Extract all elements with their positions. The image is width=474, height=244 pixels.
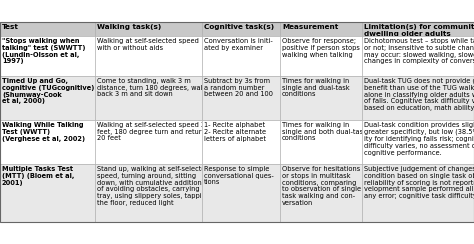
Bar — [2, 122, 93, 162]
Text: Walking While Talking
Test (WWTT)
(Verghese et al, 2002): Walking While Talking Test (WWTT) (Vergh… — [2, 122, 85, 142]
Bar — [204, 166, 278, 220]
Bar — [282, 24, 360, 34]
Bar — [282, 38, 360, 74]
Bar — [204, 122, 278, 162]
Bar — [202, 76, 280, 120]
Bar — [95, 22, 202, 36]
Bar — [362, 76, 474, 120]
Bar — [0, 36, 95, 76]
Bar — [95, 164, 202, 222]
Text: Subtract by 3s from
a random number
between 20 and 100: Subtract by 3s from a random number betw… — [204, 78, 273, 98]
Bar — [2, 166, 93, 220]
Text: Dual-task TUG does not provide greater
benefit than use of the TUG walking task
: Dual-task TUG does not provide greater b… — [364, 78, 474, 111]
Text: Walking task(s): Walking task(s) — [97, 24, 161, 30]
Bar — [97, 38, 200, 74]
Text: Conversation is initi-
ated by examiner: Conversation is initi- ated by examiner — [204, 38, 273, 51]
Text: Timed Up and Go,
cognitive (TUGcognitive)
(Shumway-Cook
et al, 2000): Timed Up and Go, cognitive (TUGcognitive… — [2, 78, 94, 104]
Bar — [97, 122, 200, 162]
Bar — [0, 76, 95, 120]
Bar — [204, 78, 278, 118]
Bar — [95, 76, 202, 120]
Bar — [202, 120, 280, 164]
Text: "Stops walking when
talking" test (SWWTT)
(Lundin-Olsson et al,
1997): "Stops walking when talking" test (SWWTT… — [2, 38, 85, 64]
Bar — [2, 78, 93, 118]
Bar — [364, 78, 472, 118]
Bar — [362, 120, 474, 164]
Bar — [364, 24, 472, 34]
Text: Stand up, walking at self-selected
speed, turning around, sitting
down, with cum: Stand up, walking at self-selected speed… — [97, 166, 210, 206]
Bar — [282, 166, 360, 220]
Bar — [202, 22, 280, 36]
Bar — [0, 22, 474, 222]
Bar — [2, 38, 93, 74]
Text: Measurement: Measurement — [282, 24, 338, 30]
Text: Cognitive task(s): Cognitive task(s) — [204, 24, 274, 30]
Bar — [364, 122, 472, 162]
Bar — [204, 38, 278, 74]
Bar — [364, 166, 472, 220]
Text: Test: Test — [2, 24, 19, 30]
Bar — [280, 164, 362, 222]
Bar — [0, 22, 95, 36]
Bar — [282, 122, 360, 162]
Bar — [0, 120, 95, 164]
Bar — [280, 36, 362, 76]
Bar — [97, 78, 200, 118]
Bar — [362, 22, 474, 36]
Text: Times for walking in
single and both dual-task
conditions: Times for walking in single and both dua… — [282, 122, 367, 142]
Bar — [280, 22, 362, 36]
Text: Response to simple
conversational ques-
tions: Response to simple conversational ques- … — [204, 166, 274, 185]
Bar — [282, 78, 360, 118]
Bar — [95, 120, 202, 164]
Text: Dual-task condition provides slightly
greater specificity, but low (38.5%) sensi: Dual-task condition provides slightly gr… — [364, 122, 474, 155]
Bar — [362, 36, 474, 76]
Text: Observe for response;
positive if person stops
walking when talking: Observe for response; positive if person… — [282, 38, 360, 58]
Bar — [97, 24, 200, 34]
Bar — [362, 164, 474, 222]
Text: Observe for hesitations
or stops in multitask
conditions, comparing
to observati: Observe for hesitations or stops in mult… — [282, 166, 361, 206]
Text: Limitation(s) for community
dwelling older adults: Limitation(s) for community dwelling old… — [364, 24, 474, 37]
Text: Times for walking in
single and dual-task
conditions: Times for walking in single and dual-tas… — [282, 78, 350, 98]
Bar — [364, 38, 472, 74]
Text: Subjective judgement of changes in dual-task
condition based on single task obse: Subjective judgement of changes in dual-… — [364, 166, 474, 199]
Bar — [280, 120, 362, 164]
Text: Dichotomous test – stops while talking
or not; insensitive to subtle changes tha: Dichotomous test – stops while talking o… — [364, 38, 474, 64]
Bar — [202, 164, 280, 222]
Text: Walking at self-selected speed 20
feet, 180 degree turn and return
20 feet: Walking at self-selected speed 20 feet, … — [97, 122, 210, 142]
Bar — [204, 24, 278, 34]
Text: Come to standing, walk 3 m
distance, turn 180 degrees, walk
back 3 m and sit dow: Come to standing, walk 3 m distance, tur… — [97, 78, 206, 98]
Bar — [0, 164, 95, 222]
Text: 1- Recite alphabet
2- Recite alternate
letters of alphabet: 1- Recite alphabet 2- Recite alternate l… — [204, 122, 266, 142]
Bar — [2, 24, 93, 34]
Text: Walking at self-selected speed
with or without aids: Walking at self-selected speed with or w… — [97, 38, 199, 51]
Bar — [280, 76, 362, 120]
Bar — [95, 36, 202, 76]
Bar — [97, 166, 200, 220]
Text: Multiple Tasks Test
(MTT) (Bloem et al,
2001): Multiple Tasks Test (MTT) (Bloem et al, … — [2, 166, 74, 185]
Bar — [202, 36, 280, 76]
